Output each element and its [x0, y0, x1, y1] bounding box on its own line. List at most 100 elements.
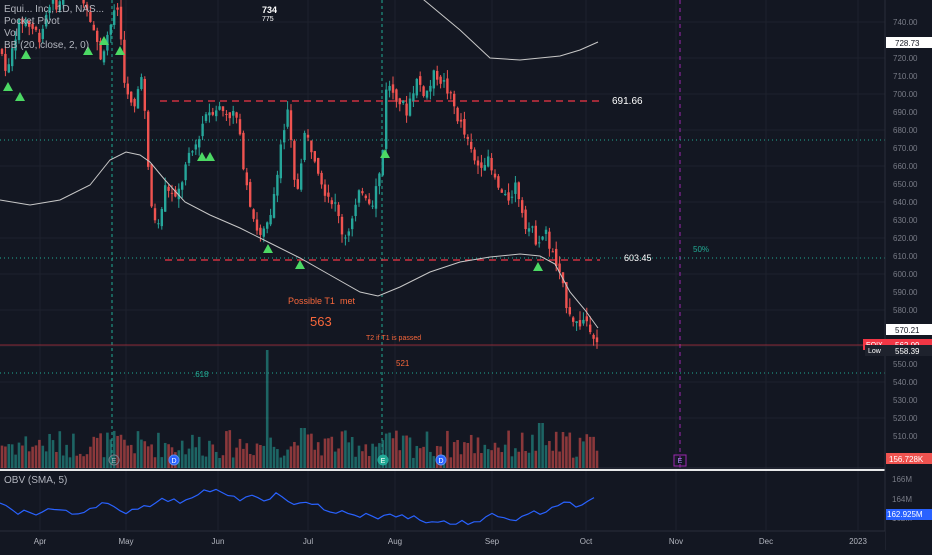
- volume-bar: [517, 451, 521, 468]
- candle-body: [374, 186, 378, 209]
- pivot-arrow-icon: [115, 46, 125, 55]
- legend-pocket-pivot[interactable]: Pocket Pivot: [4, 16, 60, 27]
- candle-body: [269, 215, 272, 225]
- legend-vol[interactable]: Vol: [4, 28, 18, 39]
- candle-body: [143, 78, 146, 111]
- earnings-badge[interactable]: E: [377, 454, 389, 466]
- svg-text:D: D: [438, 458, 443, 465]
- price-tick: 510.00: [893, 432, 918, 441]
- candle-body: [245, 172, 248, 186]
- candle-body: [14, 39, 17, 51]
- legend-bb[interactable]: BB (20, close, 2, 0): [4, 40, 90, 51]
- volume-bar: [10, 444, 14, 468]
- volume-bar: [408, 437, 412, 468]
- candle-body: [497, 176, 500, 188]
- candle-body: [391, 84, 395, 93]
- time-axis[interactable]: Apr May Jun Jul Aug Sep Oct Nov Dec 2023: [0, 530, 885, 550]
- candle-body: [51, 0, 55, 4]
- volume-bar: [592, 436, 595, 468]
- volume-bar: [153, 457, 157, 468]
- volume-bar: [204, 456, 208, 468]
- volume-bar: [7, 444, 11, 468]
- volume-bar: [286, 449, 289, 468]
- volume-bar: [242, 448, 245, 468]
- price-tick: 590.00: [893, 288, 918, 297]
- volume-bar: [412, 457, 415, 468]
- legend-title[interactable]: Equi... Inc., 1D, NAS...: [4, 4, 105, 15]
- volume-bar: [150, 444, 153, 468]
- pivot-arrow-icon: [83, 46, 93, 55]
- volume-bar: [163, 442, 167, 468]
- candle-body: [55, 0, 58, 10]
- pivot-arrow-icon: [21, 50, 31, 59]
- obv-current-tag: [886, 509, 932, 520]
- t2-note-label: T2 if T1 is passed: [366, 335, 421, 342]
- time-label: Apr: [34, 537, 47, 546]
- candle-body: [218, 106, 221, 110]
- price-tick: 720.00: [893, 54, 918, 63]
- volume-bar: [282, 455, 286, 468]
- candle-body: [534, 225, 537, 245]
- candle-body: [225, 113, 228, 115]
- candle-body: [238, 119, 242, 135]
- candle-body: [364, 195, 367, 199]
- candle-body: [204, 114, 208, 121]
- top-label-734: 734: [262, 5, 277, 15]
- candle-body: [504, 193, 507, 195]
- candle-body: [89, 11, 92, 22]
- candle-body: [487, 156, 490, 167]
- price-tick: 550.00: [893, 360, 918, 369]
- volume-bar: [228, 430, 232, 468]
- legend-obv[interactable]: OBV (SMA, 5): [4, 475, 68, 486]
- candle-body: [147, 111, 150, 167]
- volume-bar: [140, 439, 143, 468]
- candle-body: [310, 140, 313, 153]
- volume-bar: [503, 444, 507, 468]
- obv-tick: 164M: [892, 495, 912, 504]
- candle-body: [28, 20, 31, 27]
- candle-body: [595, 337, 599, 343]
- candle-body: [514, 182, 517, 194]
- volume-bar: [68, 457, 72, 468]
- volume-bar: [31, 446, 34, 468]
- candle-body: [330, 200, 333, 205]
- price-axis[interactable]: 740.00730.00720.00710.00700.00690.00680.…: [863, 0, 932, 550]
- volume-bar: [571, 457, 575, 468]
- candle-body: [531, 226, 534, 228]
- candle-body: [405, 103, 408, 116]
- candle-body: [92, 24, 95, 31]
- candle-body: [255, 219, 259, 231]
- candle-body: [266, 222, 269, 229]
- candle-body: [24, 19, 27, 27]
- candle-body: [500, 189, 503, 193]
- pivot-arrow-icon: [263, 244, 273, 253]
- volume-bar: [469, 434, 473, 468]
- candle-body: [510, 196, 514, 198]
- candle-body: [181, 182, 184, 190]
- price-tick: 670.00: [893, 144, 918, 153]
- volume-bar: [534, 450, 538, 468]
- candle-body: [160, 208, 163, 227]
- candle-body: [565, 282, 568, 309]
- candle-body: [48, 7, 51, 14]
- volume-bar: [180, 440, 184, 468]
- dividend-badge[interactable]: D: [168, 454, 180, 466]
- volume-bar: [272, 446, 276, 468]
- volume-bar: [595, 450, 599, 468]
- time-label: Jul: [303, 537, 313, 546]
- price-tick: 690.00: [893, 108, 918, 117]
- volume-bar: [167, 444, 170, 468]
- volume-bar: [588, 436, 592, 468]
- candle-body: [419, 76, 422, 85]
- candle-body: [201, 123, 204, 137]
- earnings-badge[interactable]: E: [108, 454, 120, 466]
- dividend-badge[interactable]: D: [435, 454, 447, 466]
- candle-body: [354, 204, 357, 217]
- candle-body: [442, 80, 446, 82]
- volume-bar: [422, 446, 425, 468]
- event-markers: E D E D E: [108, 454, 687, 467]
- candle-body: [415, 79, 418, 96]
- candle-body: [340, 216, 344, 235]
- upcoming-earnings-badge[interactable]: E: [673, 454, 687, 467]
